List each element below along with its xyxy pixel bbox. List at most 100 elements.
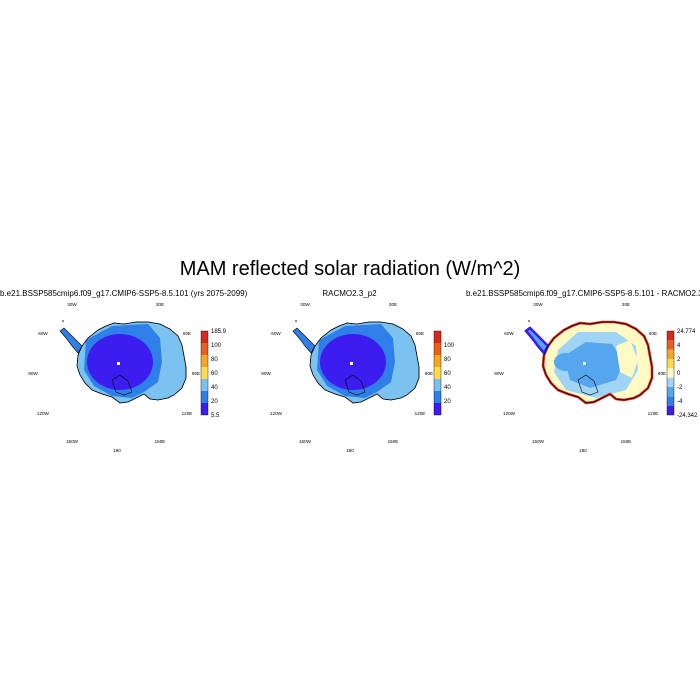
longitude-label: 60W <box>38 331 48 336</box>
colorbar: 5.5 20 40 60 80 100 185.9 <box>200 329 227 419</box>
longitude-label: 90E <box>425 371 433 376</box>
island-mark <box>62 320 64 322</box>
colorbar-segment <box>667 387 674 397</box>
coastline <box>76 321 187 404</box>
panel-title: b.e21.BSSP585cmip6.f09_g17.CMIP6-SSP5-8.… <box>466 289 700 298</box>
longitude-label: 150W <box>532 439 545 444</box>
longitude-label: 120E <box>415 411 426 416</box>
longitude-label: 120E <box>182 411 193 416</box>
peninsula-field <box>292 327 316 354</box>
colorbar-label: 40 <box>444 385 451 391</box>
longitude-label: 90E <box>658 371 666 376</box>
longitude-label: 30W <box>300 302 310 307</box>
colorbar-label: 80 <box>444 357 451 363</box>
longitude-label: 30W <box>67 302 77 307</box>
panel-title: RACMO2.3_p2 <box>322 289 377 298</box>
longitude-label: 60W <box>271 331 281 336</box>
colorbar-segment <box>201 331 208 343</box>
longitude-label: 120W <box>37 411 50 416</box>
antarctica-map: 30W 30E 60W 60E 90W 90E 120W 120E 150W 150E 180 20 4… <box>261 302 455 453</box>
colorbar-segment <box>667 377 674 387</box>
colorbar-label: 80 <box>211 357 218 363</box>
colorbar-segment <box>201 343 208 355</box>
island-mark <box>528 320 530 322</box>
longitude-label: 30E <box>389 302 397 307</box>
colorbar-segment <box>434 391 441 403</box>
coastline <box>542 321 653 404</box>
colorbar-label: 100 <box>211 343 222 349</box>
panel-difference: b.e21.BSSP585cmip6.f09_g17.CMIP6-SSP5-8.… <box>466 288 700 463</box>
colorbar-label: 4 <box>677 343 681 349</box>
ice-shelf-outline <box>111 374 133 396</box>
longitude-label: 90E <box>192 371 200 376</box>
longitude-label: 60W <box>504 331 514 336</box>
field-zone <box>616 340 638 378</box>
colorbar: 20 40 60 80 100 <box>433 330 455 416</box>
colorbar-segment <box>201 355 208 367</box>
longitude-label: 60E <box>649 331 657 336</box>
colorbar-segment <box>667 340 674 350</box>
colorbar-segment <box>667 405 674 415</box>
colorbar-segment <box>667 359 674 369</box>
longitude-label: 150E <box>621 439 632 444</box>
panel-racmo: RACMO2.3_p2 30W 30E 60W 60E 90W 90E 120W 120E 15… <box>233 288 466 463</box>
colorbar-label: 0 <box>677 371 681 377</box>
coastline <box>309 321 420 404</box>
longitude-label: 30E <box>622 302 630 307</box>
colorbar-label: -24.342 <box>677 413 698 419</box>
colorbar-segment <box>201 391 208 403</box>
field-zone <box>564 342 624 388</box>
colorbar-label: -2 <box>677 385 683 391</box>
colorbar-segment <box>201 379 208 391</box>
longitude-label: 180 <box>113 448 121 453</box>
pole-marker <box>583 362 586 365</box>
colorbar-label: 40 <box>211 385 218 391</box>
longitude-label: 150W <box>66 439 79 444</box>
colorbar-segment <box>667 368 674 378</box>
ice-shelf-outline <box>344 374 366 396</box>
panel-model: b.e21.BSSP585cmip6.f09_g17.CMIP6-SSP5-8.… <box>0 288 248 463</box>
colorbar-label: -4 <box>677 399 683 405</box>
field-zone <box>554 353 578 371</box>
colorbar-label: 185.9 <box>211 329 227 335</box>
longitude-label: 120W <box>503 411 516 416</box>
colorbar-label: 60 <box>444 371 451 377</box>
colorbar-segment <box>434 331 441 343</box>
colorbar-label: 20 <box>444 399 451 405</box>
antarctica-map: 30W 30E 60W 60E 90W 90E 120W 120E 150W 150E 180 5.5… <box>28 302 227 453</box>
longitude-label: 60E <box>416 331 424 336</box>
colorbar-segment <box>667 331 674 341</box>
panel-title: b.e21.BSSP585cmip6.f09_g17.CMIP6-SSP5-8.… <box>0 289 248 298</box>
colorbar-segment <box>434 403 441 415</box>
longitude-label: 90W <box>261 371 271 376</box>
longitude-label: 120E <box>648 411 659 416</box>
longitude-label: 150E <box>155 439 166 444</box>
longitude-label: 60E <box>183 331 191 336</box>
longitude-label: 120W <box>270 411 283 416</box>
colorbar-segment <box>434 379 441 391</box>
colorbar-label: 2 <box>677 357 681 363</box>
longitude-label: 90W <box>28 371 38 376</box>
longitude-label: 180 <box>346 448 354 453</box>
colorbar-label: 100 <box>444 343 455 349</box>
island-mark <box>295 320 297 322</box>
longitude-label: 30E <box>156 302 164 307</box>
colorbar: -24.342 -4 -2 0 2 4 24.774 <box>666 329 698 419</box>
longitude-label: 180 <box>579 448 587 453</box>
pole-marker <box>350 362 353 365</box>
colorbar-segment <box>667 396 674 406</box>
longitude-label: 150E <box>388 439 399 444</box>
colorbar-segment <box>667 349 674 359</box>
colorbar-segment <box>201 403 208 415</box>
ice-shelf-outline <box>577 374 599 396</box>
longitude-label: 150W <box>299 439 312 444</box>
colorbar-segment <box>434 355 441 367</box>
colorbar-segment <box>201 367 208 379</box>
colorbar-label: 20 <box>211 399 218 405</box>
coastal-anomaly-band <box>524 326 550 356</box>
figure-title: MAM reflected solar radiation (W/m^2) <box>179 258 521 280</box>
longitude-label: 90W <box>494 371 504 376</box>
pole-marker <box>117 362 120 365</box>
peninsula-field <box>59 327 83 354</box>
